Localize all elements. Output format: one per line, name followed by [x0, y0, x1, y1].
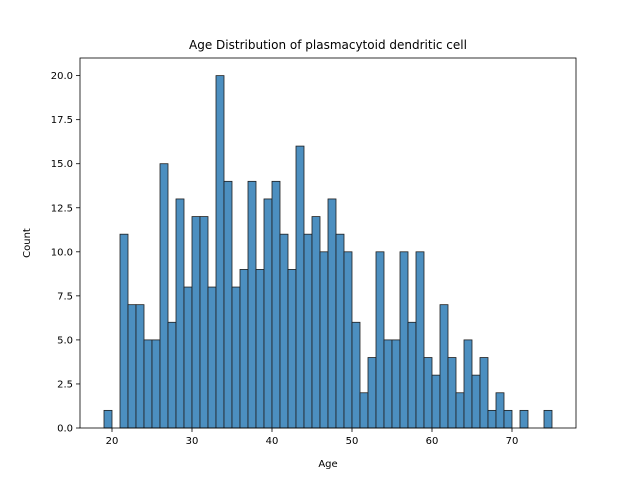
- bar-55: [391, 339, 401, 429]
- bar-43: [295, 145, 305, 429]
- bar-36: [239, 269, 249, 429]
- bar-62: [447, 357, 457, 429]
- y-axis-label: Count: [22, 228, 33, 258]
- bar-44: [303, 233, 313, 429]
- y-tick-label: 0.0: [57, 424, 73, 435]
- bar-47: [327, 198, 337, 429]
- bar-35: [231, 286, 241, 429]
- x-tick-label: 60: [426, 436, 439, 447]
- bar-56: [399, 251, 409, 429]
- x-tick-label: 30: [186, 436, 199, 447]
- bar-22: [127, 304, 137, 429]
- bar-58: [415, 251, 425, 429]
- bar-29: [183, 286, 193, 429]
- bar-52: [367, 357, 377, 429]
- bar-41: [279, 233, 289, 429]
- bar-42: [287, 269, 297, 429]
- y-tick-label: 12.5: [51, 203, 73, 214]
- bar-57: [407, 321, 417, 429]
- bar-28: [175, 198, 185, 429]
- x-axis-ticks: 20 30 40 50 60 70: [106, 428, 519, 447]
- bar-30: [191, 216, 201, 429]
- bar-45: [311, 216, 321, 429]
- bar-46: [319, 251, 329, 429]
- bar-67: [487, 409, 497, 429]
- bar-51: [359, 392, 369, 429]
- y-axis-ticks: 0.0 2.5 5.0 7.5 10.0 12.5 15.0 17.5 20.0: [51, 71, 80, 435]
- bar-21: [119, 233, 129, 429]
- y-tick-label: 5.0: [57, 335, 73, 346]
- bar-25: [151, 339, 161, 429]
- bar-50: [351, 321, 361, 429]
- bar-34: [223, 180, 233, 429]
- bar-33: [215, 75, 225, 429]
- bar-31: [199, 216, 209, 429]
- bar-60: [431, 374, 441, 429]
- bar-61: [439, 304, 449, 429]
- bar-39: [263, 198, 273, 429]
- plot-frame: [79, 57, 577, 429]
- bar-49: [343, 251, 353, 429]
- bar-19: [103, 409, 113, 429]
- bar-53: [375, 251, 385, 429]
- y-tick-label: 15.0: [51, 159, 73, 170]
- y-tick-label: 17.5: [51, 115, 73, 126]
- y-tick-label: 2.5: [57, 379, 73, 390]
- bars-group: [103, 75, 553, 429]
- bar-40: [271, 180, 281, 429]
- bar-65: [471, 374, 481, 429]
- x-axis-label: Age: [318, 459, 337, 470]
- bar-38: [255, 269, 265, 429]
- bar-37: [247, 180, 257, 429]
- bar-63: [455, 392, 465, 429]
- bar-74: [543, 409, 553, 429]
- chart-title: Age Distribution of plasmacytoid dendrit…: [189, 38, 467, 52]
- bar-66: [479, 357, 489, 429]
- bar-68: [495, 392, 505, 429]
- x-tick-label: 20: [106, 436, 119, 447]
- bar-27: [167, 321, 177, 429]
- bar-48: [335, 233, 345, 429]
- x-tick-label: 50: [346, 436, 359, 447]
- bar-59: [423, 357, 433, 429]
- y-tick-label: 20.0: [51, 71, 73, 82]
- x-tick-label: 70: [506, 436, 519, 447]
- bar-71: [519, 409, 529, 429]
- y-tick-label: 7.5: [57, 291, 73, 302]
- x-tick-label: 40: [266, 436, 279, 447]
- bar-32: [207, 286, 217, 429]
- bar-23: [135, 304, 145, 429]
- bar-64: [463, 339, 473, 429]
- bar-24: [143, 339, 153, 429]
- bar-69: [503, 409, 513, 429]
- bar-54: [383, 339, 393, 429]
- y-tick-label: 10.0: [51, 247, 73, 258]
- bar-26: [159, 163, 169, 429]
